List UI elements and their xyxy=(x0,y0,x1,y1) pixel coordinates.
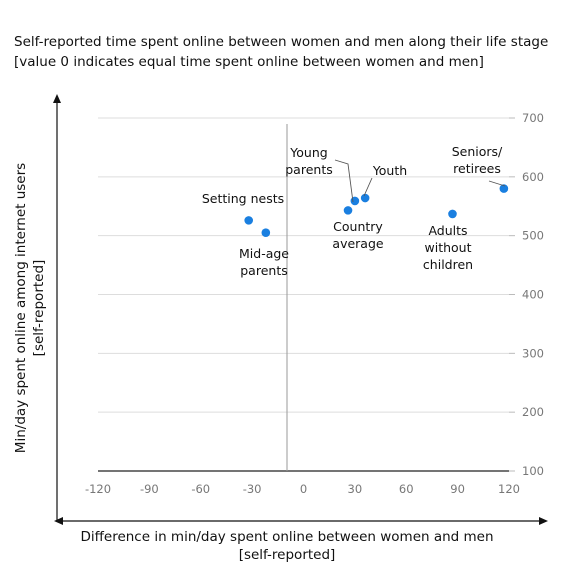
x-tick-label: -30 xyxy=(243,482,262,496)
x-arrow-head-left-icon xyxy=(54,517,63,525)
y-tick-label: 700 xyxy=(522,111,544,125)
data-label: without xyxy=(425,240,472,255)
y-tick-label: 600 xyxy=(522,170,544,184)
label-leader-line xyxy=(334,159,354,203)
x-arrow-head-right-icon xyxy=(539,517,548,525)
data-label: children xyxy=(423,257,473,272)
x-tick-label: -120 xyxy=(85,482,111,496)
data-label: Seniors/ xyxy=(452,144,503,159)
y-tick-label: 200 xyxy=(522,405,544,419)
y-tick-label: 300 xyxy=(522,346,544,360)
tick-labels: 100 200 300 400 500 600 700 -120 -90 -60 -30 0 30 60 9… xyxy=(85,111,544,496)
data-points xyxy=(244,184,509,238)
axes xyxy=(53,94,548,525)
data-point xyxy=(244,216,253,225)
data-label: Young xyxy=(289,145,327,160)
y-tick-label: 100 xyxy=(522,464,544,478)
x-tick-label: -60 xyxy=(191,482,210,496)
y-axis-title-unit: [self-reported] xyxy=(31,260,47,357)
data-label: parents xyxy=(240,263,288,278)
axis-titles: Difference in min/day spent online betwe… xyxy=(13,163,494,563)
x-tick-label: 60 xyxy=(399,482,414,496)
data-label: parents xyxy=(285,162,333,177)
x-axis-title: Difference in min/day spent online betwe… xyxy=(80,529,493,545)
gridlines xyxy=(98,117,515,472)
x-tick-label: -90 xyxy=(140,482,159,496)
label-leader-line xyxy=(363,177,373,197)
y-tick-label: 400 xyxy=(522,288,544,302)
data-label: retirees xyxy=(453,161,501,176)
y-arrow-head-icon xyxy=(53,94,61,103)
data-point xyxy=(360,193,370,203)
x-tick-label: 90 xyxy=(450,482,465,496)
x-axis-title-unit: [self-reported] xyxy=(239,547,336,563)
data-point xyxy=(261,228,271,238)
y-axis-title: Min/day spent online among internet user… xyxy=(13,163,29,453)
y-tick-label: 500 xyxy=(522,229,544,243)
data-labels: Setting nests Mid-age parents Young parents Y… xyxy=(202,144,506,278)
data-label: Setting nests xyxy=(202,191,284,206)
data-point xyxy=(448,209,457,219)
data-label: Country xyxy=(333,219,383,234)
data-point xyxy=(350,196,360,206)
x-tick-label: 0 xyxy=(300,482,307,496)
data-point xyxy=(499,184,509,193)
data-label: Mid-age xyxy=(239,246,289,261)
data-label: Adults xyxy=(428,223,467,238)
data-point xyxy=(343,206,353,215)
x-tick-label: 120 xyxy=(498,482,520,496)
label-leader-line xyxy=(488,180,506,187)
x-tick-label: 30 xyxy=(348,482,363,496)
data-label: average xyxy=(332,236,383,251)
chart-title: Self-reported time spent online between … xyxy=(14,34,549,70)
data-label: Youth xyxy=(372,163,407,178)
